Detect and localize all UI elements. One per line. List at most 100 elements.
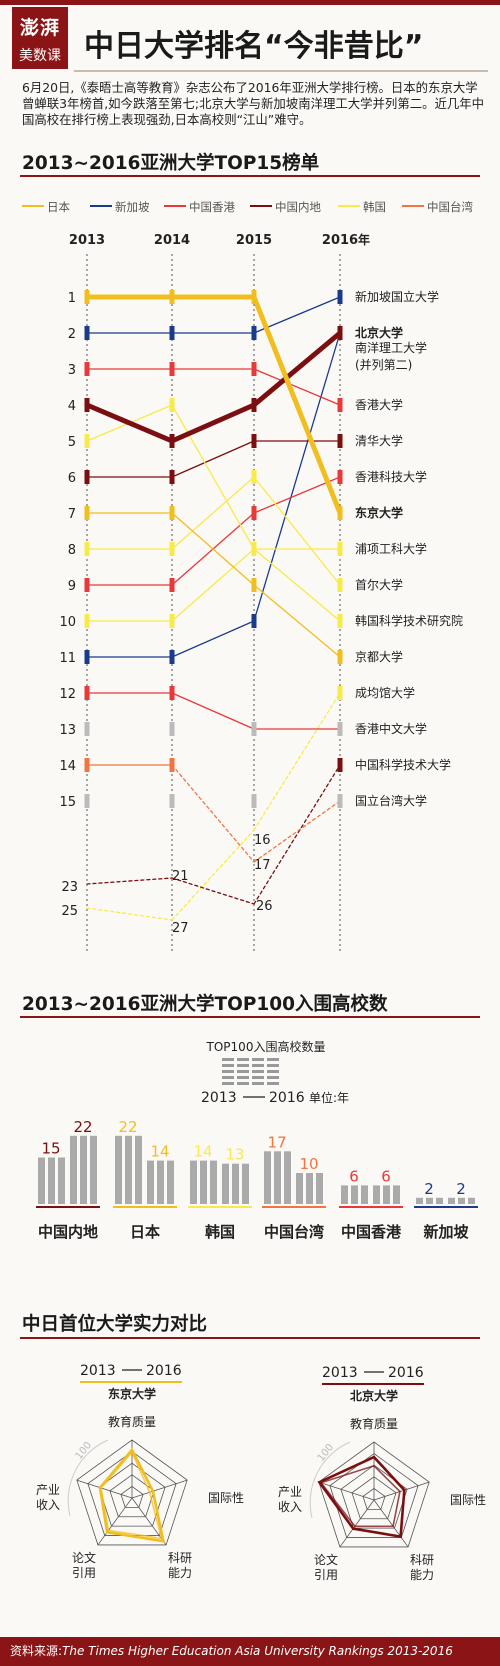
series-segment	[251, 330, 343, 408]
rank-marker	[169, 290, 175, 304]
rank-marker	[337, 542, 343, 556]
title-divider	[74, 70, 488, 72]
legend-label: 中国内地	[275, 200, 321, 214]
series-segment	[171, 440, 255, 478]
rank-marker	[84, 722, 90, 736]
bar-2016	[232, 1163, 239, 1204]
radar-axis-label: 教育质量	[350, 1416, 398, 1431]
radar-grid-ring	[120, 1485, 144, 1508]
university-label: 东京大学	[355, 505, 403, 520]
rank-marker	[251, 722, 257, 736]
rank-marker	[169, 758, 175, 772]
rank-marker	[84, 686, 90, 700]
university-label: 国立台湾大学	[355, 793, 427, 808]
rank-tick-label: 8	[68, 543, 76, 558]
rank-tick-label: 2	[68, 327, 76, 342]
bar-baseline	[36, 1206, 100, 1208]
rank-tick-label: 6	[68, 471, 76, 486]
rank-marker	[84, 290, 90, 304]
legend-swatch	[164, 204, 186, 207]
university-label-note: (并列第二)	[355, 358, 412, 372]
bar-2016	[393, 1185, 400, 1204]
university-label: 香港中文大学	[355, 721, 427, 736]
university-label: 浦项工科大学	[355, 541, 427, 556]
key-glyph	[267, 1082, 279, 1085]
outside-rank-label: 21	[172, 869, 189, 884]
key-glyph	[252, 1076, 264, 1079]
rank-marker	[84, 326, 90, 340]
logo-subtitle: 美数课	[19, 48, 61, 64]
bar-2013	[200, 1160, 207, 1204]
legend-swatch	[250, 204, 272, 207]
outside-rank-label: 23	[61, 880, 78, 895]
rank-marker	[84, 650, 90, 664]
series-segment	[253, 548, 341, 622]
bar-2013	[284, 1151, 291, 1204]
rank-marker	[337, 290, 343, 304]
rank-marker	[337, 578, 343, 592]
bar-2016	[242, 1163, 249, 1204]
rank-tick-label: 11	[59, 651, 76, 666]
year-unit-label: 年	[358, 232, 370, 247]
legend-label: 日本	[47, 200, 70, 214]
top-accent-bar	[0, 0, 500, 5]
series-segment	[171, 692, 255, 730]
category-label: 中国台湾	[264, 1223, 324, 1241]
radar-axis-label: 产业	[36, 1483, 60, 1497]
rank-marker	[169, 398, 175, 412]
rank-marker	[251, 542, 257, 556]
bar-2016	[147, 1160, 154, 1204]
bar-2016	[306, 1173, 313, 1204]
radar-series-2016	[98, 1447, 166, 1543]
rank-marker	[84, 578, 90, 592]
bar-2013	[341, 1185, 348, 1204]
bar-label-2013: 22	[118, 1118, 137, 1136]
radar-grid-ring	[362, 1487, 386, 1510]
bar-2013	[125, 1135, 132, 1204]
rank-marker	[169, 650, 175, 664]
top100-section-title: 2013~2016亚洲大学TOP100入围高校数	[22, 994, 388, 1015]
rank-marker	[251, 434, 257, 448]
rank-marker	[84, 614, 90, 628]
series-segment	[169, 402, 257, 444]
bar-2016	[222, 1163, 229, 1204]
key-from-year: 2013	[201, 1090, 237, 1106]
rank-tick-label: 7	[68, 507, 76, 522]
bar-2013	[210, 1160, 217, 1204]
outside-rank-label: 25	[61, 904, 78, 919]
key-unit: 单位:年	[309, 1090, 349, 1105]
rank-marker	[169, 362, 175, 376]
radar-axis-label: 产业	[278, 1485, 302, 1499]
legend-item-japan: 日本	[22, 199, 70, 215]
rank-marker	[251, 470, 257, 484]
university-label: 南洋理工大学	[355, 340, 427, 355]
bar-2016	[167, 1160, 174, 1204]
rank-marker	[337, 722, 343, 736]
key-glyph	[237, 1064, 249, 1067]
bar-baseline	[262, 1206, 326, 1208]
series-segment	[253, 368, 341, 406]
series-segment	[253, 332, 341, 622]
radar-scale-arc	[309, 1441, 351, 1519]
rank-tick-label: 10	[59, 615, 76, 630]
outside-rank-label: 16	[254, 833, 271, 848]
rank-marker	[337, 398, 343, 412]
key-glyph	[252, 1058, 264, 1061]
radar-axis-label: 论文	[314, 1552, 338, 1567]
radar-axis-label: 科研	[410, 1553, 434, 1567]
rank-marker	[169, 794, 175, 808]
series-segment	[253, 584, 341, 658]
key-glyph	[222, 1076, 234, 1079]
rank-marker	[169, 542, 175, 556]
ranking-legend: 日本 新加坡 中国香港 中国内地 韩国 中国台湾	[22, 199, 492, 215]
category-label: 日本	[130, 1223, 160, 1241]
series-segment	[86, 877, 173, 885]
key-to-year: 2016	[269, 1090, 305, 1106]
bar-2013	[274, 1151, 281, 1204]
university-label: 香港大学	[355, 397, 403, 412]
bar-label-2016: 13	[225, 1146, 244, 1164]
legend-label: 中国香港	[189, 200, 235, 214]
rank-marker	[84, 542, 90, 556]
outside-rank-label: 26	[256, 899, 273, 914]
